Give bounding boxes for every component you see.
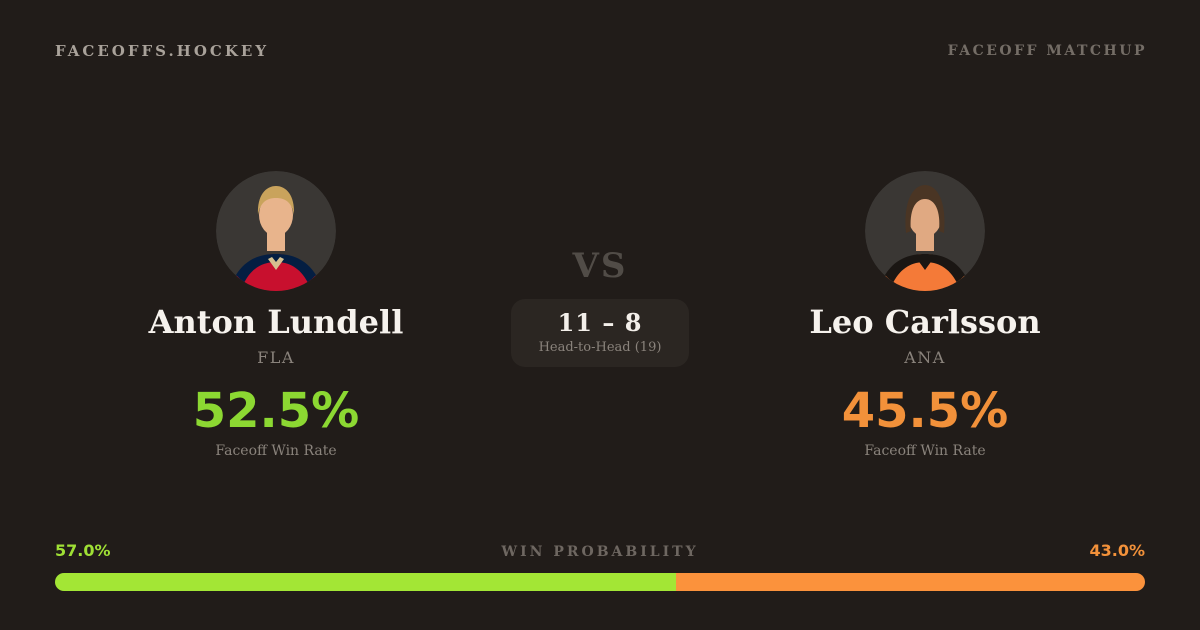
win-probability-labels: 57.0% WIN PROBABILITY 43.0% [55, 541, 1145, 560]
player-headshot-right [865, 171, 985, 291]
vs-label: VS [572, 246, 628, 286]
player-headshot-left [216, 171, 336, 291]
player-card-right: Leo Carlsson ANA 45.5% Faceoff Win Rate [705, 171, 1145, 459]
player-winrate-left: 52.5% [192, 382, 360, 439]
avatar-hair [257, 186, 295, 215]
avatar-collar [917, 257, 933, 270]
player-team-right: ANA [904, 347, 946, 367]
avatar-collar [268, 257, 284, 270]
player-team-left: FLA [257, 347, 295, 367]
avatar-head [908, 195, 942, 237]
player-name-left: Anton Lundell [148, 303, 404, 341]
win-probability-bar [55, 573, 1145, 591]
win-probability-left-percent: 57.0% [55, 541, 111, 560]
head-to-head-badge: 11 – 8 Head-to-Head (19) [510, 299, 690, 368]
player-card-left: Anton Lundell FLA 52.5% Faceoff Win Rate [56, 171, 496, 459]
avatar-jersey-yoke [236, 254, 316, 283]
page-label: FACEOFF MATCHUP [947, 43, 1147, 59]
head-to-head-score: 11 – 8 [557, 308, 643, 337]
win-probability-bar-right-segment [676, 573, 1145, 591]
avatar-hair [905, 185, 945, 233]
avatar-jersey-yoke [885, 254, 965, 283]
head-to-head-caption: Head-to-Head (19) [538, 340, 662, 356]
win-probability-right-percent: 43.0% [1089, 541, 1145, 560]
matchup-center: VS 11 – 8 Head-to-Head (19) [380, 246, 820, 368]
brand-wordmark: FACEOFFS.HOCKEY [55, 42, 270, 60]
win-probability-bar-left-segment [55, 573, 677, 591]
player-winrate-right: 45.5% [841, 382, 1009, 439]
player-winrate-caption-left: Faceoff Win Rate [215, 442, 337, 459]
player-name-right: Leo Carlsson [809, 303, 1041, 341]
win-probability-title: WIN PROBABILITY [501, 544, 699, 560]
avatar-head [259, 194, 293, 236]
header: FACEOFFS.HOCKEY FACEOFF MATCHUP [55, 42, 1147, 60]
win-probability-section: 57.0% WIN PROBABILITY 43.0% [55, 541, 1145, 591]
player-winrate-caption-right: Faceoff Win Rate [864, 442, 986, 459]
